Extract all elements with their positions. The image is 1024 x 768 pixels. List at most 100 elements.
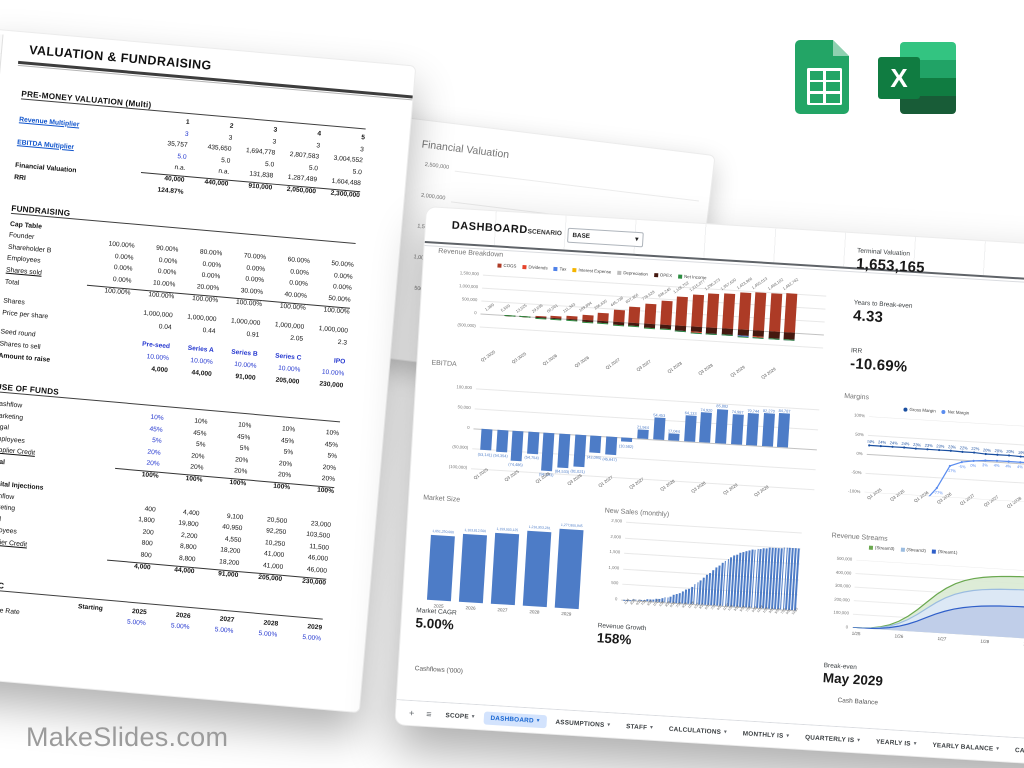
svg-text:19%: 19% [1018, 450, 1024, 456]
bar-label: 21,944 [636, 424, 650, 430]
sheet-tab-assumptions[interactable]: ASSUMPTIONS ▾ [548, 715, 617, 732]
axis-tick-label: Q3 2028 [697, 362, 715, 377]
grid-cell [809, 82, 824, 91]
tab-label: STAFF [625, 722, 648, 731]
revenue-streams-chart: Revenue Streams (Stream3) (Stream2) (Strea… [824, 532, 1024, 669]
legend-swatch [677, 274, 683, 279]
bar-label: 54,453 [653, 411, 666, 418]
sheet-tab-yearly-balance[interactable]: YEARLY BALANCE ▾ [925, 738, 1006, 756]
legend-label: Dividends [528, 264, 548, 271]
sheet-tab-dashboard[interactable]: DASHBOARD ▾ [483, 710, 547, 728]
legend-swatch [522, 264, 527, 269]
legend-label: OPEX [659, 272, 673, 279]
tab-label: QUARTERLY IS [804, 733, 855, 744]
axis-tick-label: 300,000 [834, 582, 851, 589]
cell-shade [900, 42, 956, 60]
svg-text:23%: 23% [948, 444, 957, 450]
bar [557, 433, 571, 468]
bar [683, 415, 697, 442]
axis-tick-label: (50,000) [452, 444, 469, 451]
bar [730, 414, 744, 445]
legend-item: (Stream1) [931, 549, 958, 555]
sheet-tab-staff[interactable]: STAFF ▾ [619, 719, 661, 734]
stacked-bar-segment [737, 335, 749, 338]
sheet-tab-cashflow[interactable]: CASHFLOW▾ [1008, 743, 1024, 760]
axis-tick-label: Q3 2026 [573, 354, 590, 369]
valuation-table: PRE-MONEY VALUATION (Multi) 1 2 3 4 5 Revenue … [0, 74, 368, 643]
tab-label: YEARLY BALANCE [932, 741, 994, 753]
bar-label: 607,356 [624, 292, 640, 305]
sheet-tab-yearly-is[interactable]: YEARLY IS ▾ [869, 735, 924, 751]
bar-label: (10,582) [618, 442, 634, 449]
plot-area: (53,141) (54,354) (74,486) (54,754) (94,533)… [471, 388, 820, 491]
stacked-bar-segment [690, 294, 704, 328]
cell: 5.00% [214, 626, 234, 636]
margins-chart: Margins Gross Margin Net Margin Q1 2025 Q3… [837, 393, 1024, 528]
grid-cell [825, 82, 840, 91]
plus-icon[interactable]: + [408, 707, 415, 719]
svg-text:20%: 20% [995, 448, 1004, 454]
legend-label: Interest Expense [578, 267, 612, 275]
svg-text:24%: 24% [866, 439, 875, 445]
bar-label: 1,468,102 [766, 276, 784, 291]
scenario-dropdown[interactable]: BASE ▾ [567, 227, 644, 248]
axis-tick-label: Q1 2027 [604, 356, 621, 371]
table-glyph [807, 68, 842, 105]
bar [522, 530, 552, 608]
stacked-bar-segment [706, 293, 720, 329]
bar [652, 417, 666, 440]
bar [490, 532, 520, 606]
tab-label: ASSUMPTIONS [555, 718, 605, 729]
legend-swatch [903, 407, 908, 412]
svg-text:24%: 24% [878, 439, 887, 445]
bar-label: 1,389 [483, 302, 495, 312]
legend-swatch [553, 266, 558, 271]
x-glyph: X [878, 57, 920, 99]
bar-label: 1,215,077 [688, 278, 706, 293]
bar-label: 445,738 [609, 295, 624, 308]
menu-icon[interactable]: ≡ [425, 708, 432, 720]
kpi-terminal-valuation: Terminal Valuation 1,653,165 [856, 247, 926, 276]
axis-tick-label: 0 [474, 310, 477, 316]
legend-swatch [868, 545, 874, 550]
legend-label: Gross Margin [909, 406, 936, 414]
bar [715, 408, 729, 444]
sheet-tab-calculations[interactable]: CALCULATIONS ▾ [661, 722, 734, 739]
axis-tick-label: 0 [614, 596, 618, 602]
legend-label: Depreciation [623, 270, 649, 277]
stacked-bar-segment [581, 321, 593, 323]
excel-icon: X [872, 42, 964, 114]
axis-tick-label: -100% [847, 488, 861, 495]
axis-tick-label: 100% [853, 412, 866, 419]
stacked-bar-segment [566, 320, 578, 322]
bar [426, 535, 455, 602]
chevron-down-icon: ▾ [723, 729, 728, 736]
sheet-tab-scope[interactable]: SCOPE ▾ [438, 708, 482, 724]
stacked-bar-segment [737, 292, 751, 330]
chevron-down-icon: ▾ [913, 740, 917, 747]
sheet-tab-monthly-is[interactable]: MONTHLY IS ▾ [735, 726, 796, 743]
bar-label: 1,159,003,125 [496, 526, 519, 532]
bar [604, 436, 618, 456]
stacked-bar-segment [659, 328, 671, 331]
stacked-bar-segment [612, 324, 624, 327]
sheet-tab-quarterly-is[interactable]: QUARTERLY IS ▾ [798, 730, 868, 747]
bar [668, 433, 680, 441]
grid-cell [809, 70, 824, 80]
bar-label: (45,647) [602, 455, 618, 462]
kpi-irr: IRR -10.69% [850, 347, 909, 375]
bar-label: 1,051,250,000 [432, 529, 455, 535]
stacked-bar-segment [550, 318, 562, 320]
legend-label: Tax [559, 266, 567, 272]
legend-item: Interest Expense [572, 267, 611, 274]
stacked-bar-segment [613, 310, 625, 323]
bar-label: 1,450,013 [750, 276, 769, 291]
bar-label: 84,787 [778, 407, 791, 414]
scenario-label: SCENARIO [527, 228, 563, 238]
bar-label: 936,246 [656, 285, 672, 299]
cell [58, 620, 102, 624]
chevron-down-icon: ▾ [536, 717, 540, 724]
kpi-value: May 2029 [822, 670, 884, 689]
svg-text:23%: 23% [925, 443, 934, 449]
